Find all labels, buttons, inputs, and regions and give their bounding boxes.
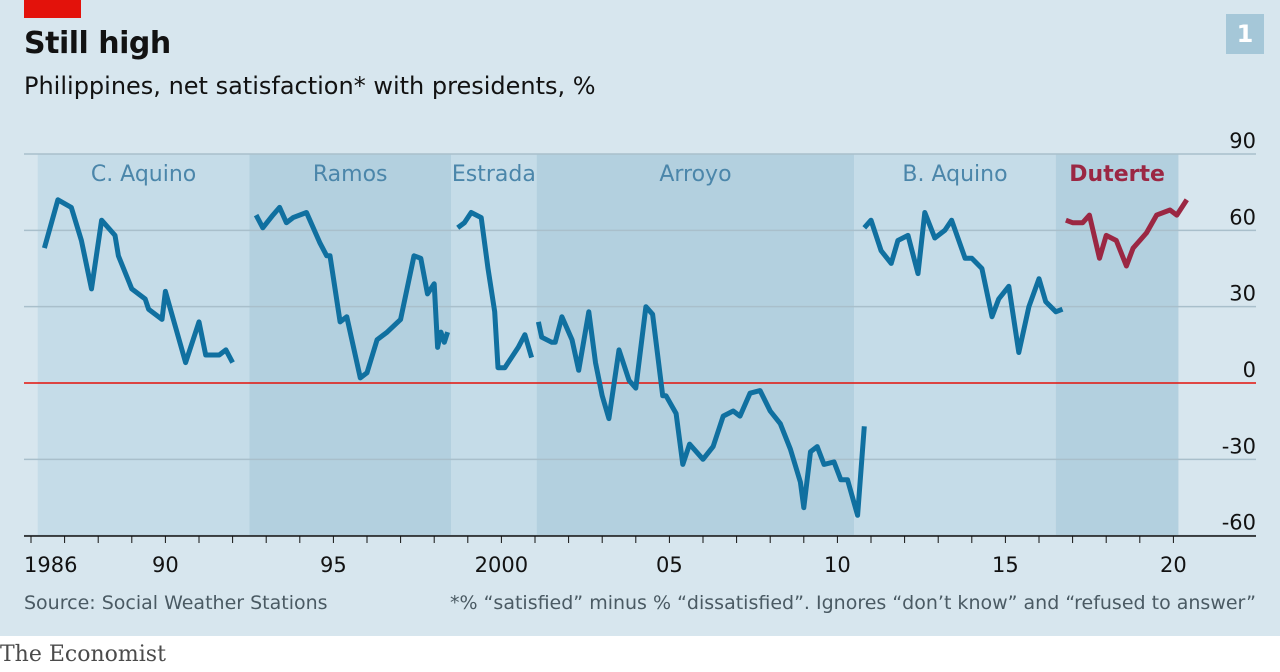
presidency-label: Ramos <box>313 162 388 187</box>
series-line <box>535 304 867 518</box>
chart-subtitle: Philippines, net satisfaction* with pres… <box>24 72 596 100</box>
presidency-label: C. Aquino <box>91 162 196 187</box>
publisher-logo: The Economist <box>0 642 166 667</box>
x-tick-label: 05 <box>656 553 683 577</box>
y-tick-label: 0 <box>1243 358 1256 382</box>
presidency-label: Arroyo <box>659 162 731 187</box>
x-tick-label: 90 <box>152 553 179 577</box>
x-tick-label: 2000 <box>475 553 528 577</box>
x-tick-label: 1986 <box>24 553 77 577</box>
presidency-label: Duterte <box>1069 162 1165 187</box>
presidency-band <box>854 154 1056 536</box>
presidency-band <box>451 154 537 536</box>
x-tick-label: 10 <box>824 553 851 577</box>
x-tick-label: 95 <box>320 553 347 577</box>
footnote: *% “satisfied” minus % “dissatisfied”. I… <box>449 592 1256 614</box>
y-tick-label: 60 <box>1229 205 1256 229</box>
line-chart: 90 60 30 0 -30 -60 1986 90 95 2000 05 10 15 20 C. Aqui… <box>24 130 1256 577</box>
series-line <box>253 204 450 381</box>
presidency-label: B. Aquino <box>902 162 1007 187</box>
y-tick-label: 90 <box>1229 130 1256 153</box>
chart-number-badge: 1 <box>1226 14 1264 54</box>
brand-tag <box>24 0 81 18</box>
series-line <box>862 210 1064 355</box>
source-note: Source: Social Weather Stations <box>24 592 328 614</box>
presidency-label: Estrada <box>452 162 536 187</box>
series-line <box>41 197 235 366</box>
y-tick-label: -30 <box>1222 434 1256 458</box>
x-tick-label: 20 <box>1160 553 1187 577</box>
presidency-band <box>37 154 250 536</box>
series-line <box>456 210 534 371</box>
presidency-band <box>536 154 855 536</box>
x-tick-label: 15 <box>992 553 1019 577</box>
series-line <box>1065 198 1189 269</box>
y-tick-label: -60 <box>1222 511 1256 535</box>
chart-title: Still high <box>24 26 171 61</box>
y-tick-label: 30 <box>1229 282 1256 306</box>
